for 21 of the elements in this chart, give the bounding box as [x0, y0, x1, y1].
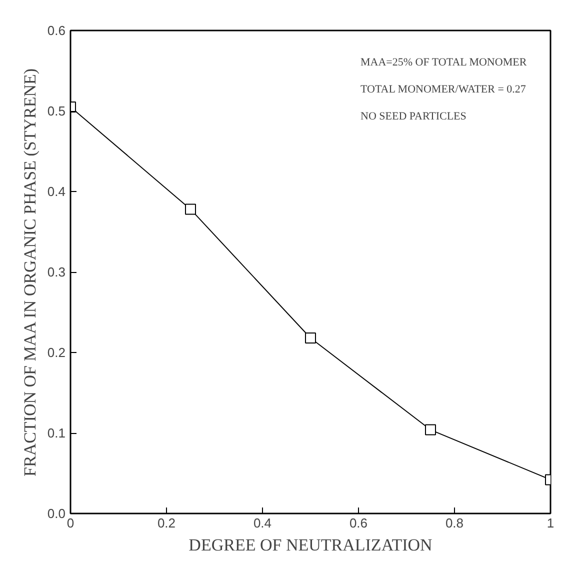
- y-tick-label: 0.5: [47, 104, 66, 118]
- x-tick-label: 0.4: [253, 516, 272, 530]
- point: [185, 204, 196, 215]
- y-tick-label: 0.0: [47, 506, 66, 521]
- annotation: TOTAL MONOMER/WATER = 0.27: [360, 84, 526, 96]
- x-tick-label: 0.8: [445, 516, 464, 530]
- y-tick-label: 0.4: [47, 184, 66, 199]
- point: [305, 332, 316, 344]
- annotation: NO SEED PARTICLES: [360, 110, 466, 122]
- x-axis-title: DEGREE OF NEUTRALIZATION: [188, 536, 432, 554]
- y-tick-label: 0.3: [47, 264, 66, 280]
- y-tick-label: 0.2: [47, 345, 66, 360]
- y-axis-title: FRACTION OF MAA IN ORGANIC PHASE (STYRENE): [20, 68, 40, 476]
- x-tick-label: 0: [66, 516, 74, 530]
- x-tick-label: 0.2: [157, 516, 176, 530]
- annotation: MAA=25% OF TOTAL MONOMER: [360, 56, 528, 68]
- x-tick-label: 0.6: [349, 516, 368, 530]
- y-tick-label: 0.1: [47, 426, 66, 440]
- x-tick-label: 1: [546, 516, 554, 530]
- point: [425, 424, 436, 436]
- y-tick-label: 0.6: [47, 23, 66, 38]
